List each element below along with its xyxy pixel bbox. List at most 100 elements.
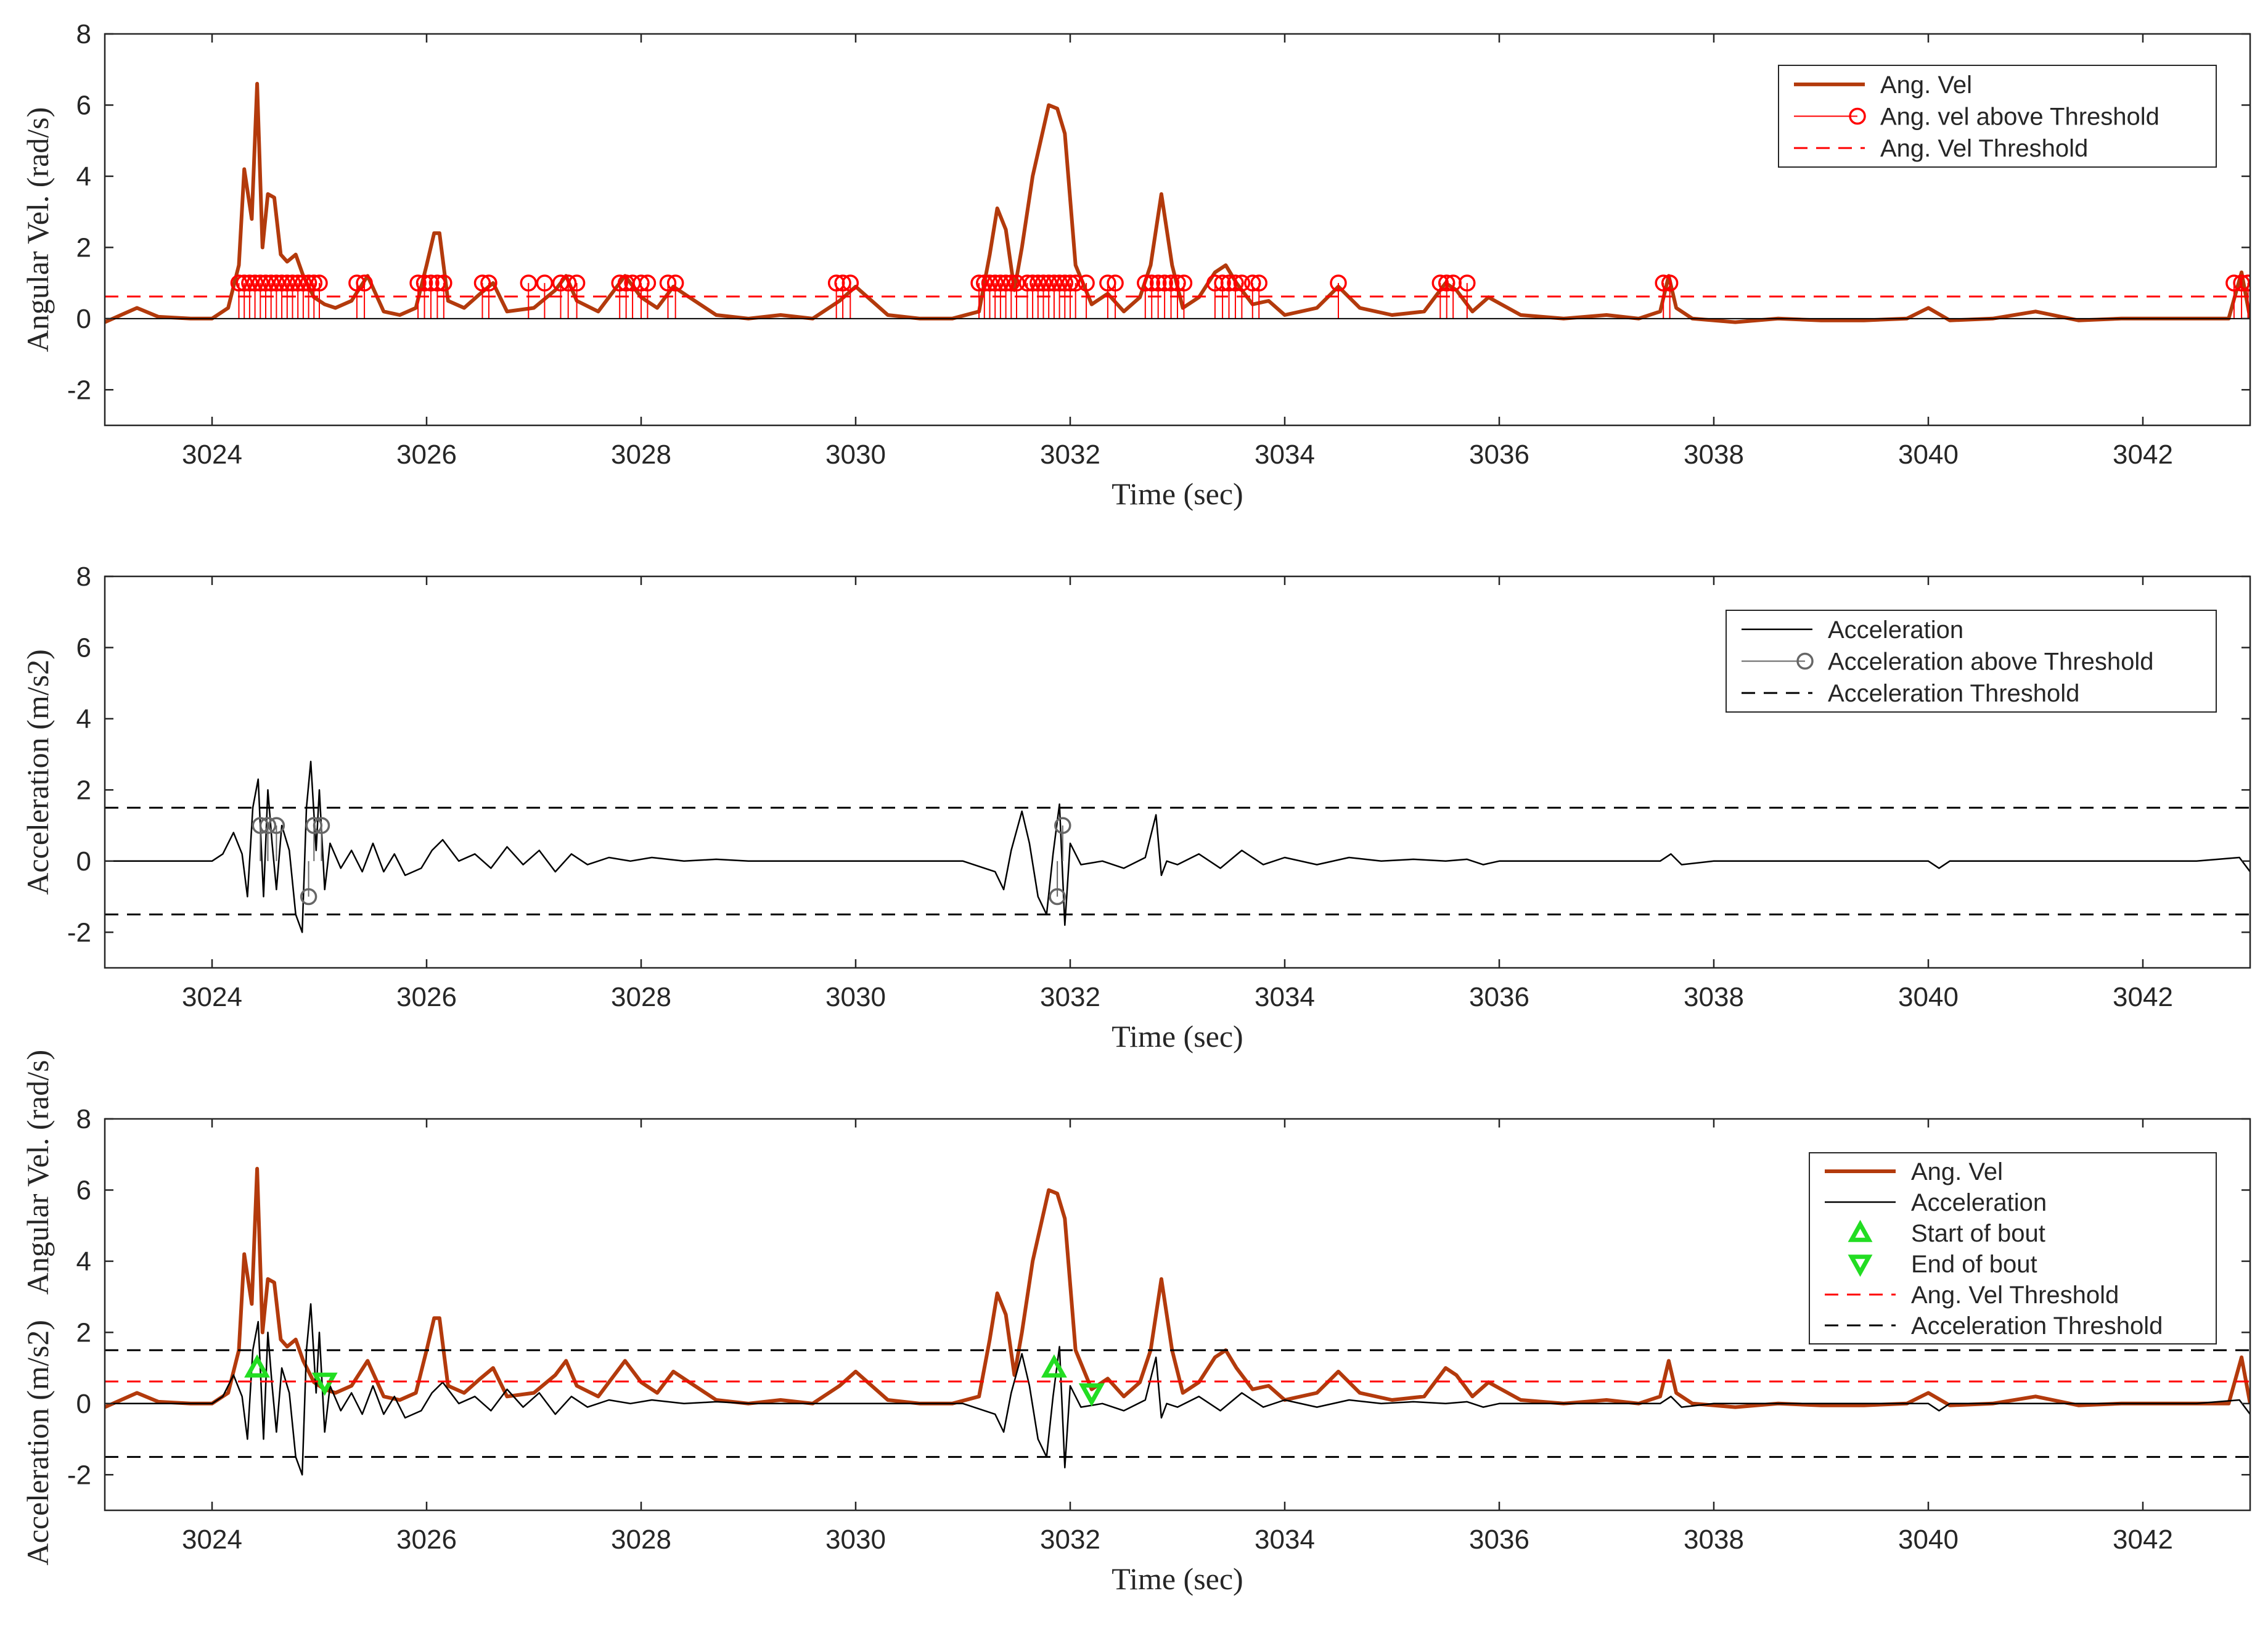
stem-marker: [273, 274, 290, 292]
legend: Ang. Vel Ang. vel above Threshold Ang. Vel…: [1778, 65, 2217, 168]
legend-label: Ang. Vel Threshold: [1911, 1282, 2119, 1309]
stem-marker: [300, 888, 317, 906]
stem-marker: [992, 274, 1009, 292]
y-axis-label: Angular Vel. (rad/s): [20, 107, 55, 353]
y-tick-label: 8: [76, 562, 91, 592]
y-tick-label: 8: [76, 19, 91, 49]
y-tick-label: 6: [76, 1175, 91, 1205]
x-axis-label: Time (sec): [1111, 1019, 1243, 1054]
x-tick-label: 3042: [2113, 1525, 2173, 1555]
end-of-bout-marker: [1078, 1383, 1105, 1407]
stem-marker: [1438, 274, 1455, 292]
stem-marker: [1018, 274, 1036, 292]
y-tick-label: 2: [76, 232, 91, 263]
x-tick-label: 3030: [825, 1525, 886, 1555]
stem-marker: [1078, 274, 1095, 292]
stem-marker: [559, 274, 577, 292]
stem-marker: [1049, 888, 1066, 906]
stem-marker: [246, 274, 264, 292]
x-tick-label: 3026: [396, 440, 457, 470]
stem-marker: [1169, 274, 1186, 292]
stem-marker: [295, 274, 312, 292]
y-axis-label-angular-velocity: Angular Vel. (rad/s): [20, 1050, 55, 1295]
stem-marker: [639, 274, 657, 292]
x-tick-label: 3028: [611, 982, 671, 1012]
x-tick-label: 3032: [1040, 440, 1100, 470]
stem-marker: [257, 274, 274, 292]
x-tick-label: 3040: [1898, 440, 1959, 470]
x-tick-label: 3032: [1040, 982, 1100, 1012]
legend-label: Acceleration: [1828, 616, 1963, 644]
stem-marker: [289, 274, 306, 292]
series-line-ang-vel: [105, 1166, 2250, 1409]
y-tick-label: -2: [67, 1460, 91, 1490]
stem-marker: [520, 274, 538, 292]
x-tick-label: 3036: [1469, 440, 1529, 470]
legend-label: Acceleration above Threshold: [1828, 649, 2153, 676]
x-tick-label: 3038: [1684, 1525, 1744, 1555]
stem-marker: [1175, 274, 1193, 292]
y-tick-label: 0: [76, 846, 91, 877]
legend-label: Start of bout: [1911, 1220, 2045, 1247]
stem-marker: [428, 274, 446, 292]
legend: Acceleration Acceleration above Threshold…: [1726, 610, 2217, 713]
legend-swatch-triangle: [1848, 1254, 1873, 1277]
legend-label: Ang. Vel Threshold: [1880, 135, 2088, 162]
legend-swatch-circle: [1796, 652, 1814, 670]
stem-marker: [1107, 274, 1124, 292]
stem-marker: [279, 274, 296, 292]
stem-marker: [262, 274, 280, 292]
stem-marker: [1066, 274, 1084, 292]
stem-marker: [970, 274, 988, 292]
x-tick-label: 3030: [825, 440, 886, 470]
panel-2: 3024 3026 3028 3030 3032 3034 3036 3038 3040 3042…: [20, 562, 2251, 1054]
y-tick-label: 2: [76, 1317, 91, 1348]
x-tick-label: 3028: [611, 1525, 671, 1555]
legend-swatch-circle: [1849, 107, 1866, 125]
stem-marker: [1459, 274, 1476, 292]
stem-marker: [1227, 274, 1244, 292]
x-tick-label: 3028: [611, 440, 671, 470]
x-tick-label: 3032: [1040, 1525, 1100, 1555]
stem-marker: [1431, 274, 1449, 292]
x-tick-label: 3042: [2113, 982, 2173, 1012]
legend-label: Ang. Vel: [1880, 72, 1972, 99]
x-tick-label: 3040: [1898, 1525, 1959, 1555]
stem-marker: [356, 274, 373, 292]
x-tick-label: 3026: [396, 1525, 457, 1555]
stem-marker: [1655, 274, 1672, 292]
x-tick-label: 3034: [1255, 440, 1315, 470]
stem-marker: [981, 274, 999, 292]
x-tick-label: 3024: [182, 982, 242, 1012]
stem-marker: [480, 274, 497, 292]
y-axis-label-acceleration: Acceleration (m/s2): [20, 1320, 55, 1565]
stem-marker: [1250, 274, 1267, 292]
stem-marker: [986, 274, 1004, 292]
legend-label: Acceleration Threshold: [1828, 680, 2079, 707]
plot-area: [105, 760, 2250, 933]
stem-marker: [536, 274, 554, 292]
x-axis-label: Time (sec): [1111, 1561, 1243, 1596]
x-tick-label: 3024: [182, 440, 242, 470]
stem-marker: [1008, 274, 1025, 292]
x-tick-label: 3026: [396, 982, 457, 1012]
legend: Ang. Vel Acceleration Start of bout End of …: [1809, 1152, 2217, 1344]
axes-frame: [104, 33, 2251, 427]
plot-area: [105, 1166, 2250, 1476]
panel-1: 3024 3026 3028 3030 3032 3034 3036 3038 3040 3042…: [20, 19, 2251, 511]
stem-marker: [268, 274, 285, 292]
stem-marker: [305, 274, 323, 292]
stem-marker: [1149, 274, 1167, 292]
stem-marker: [252, 274, 269, 292]
stem-marker: [1330, 274, 1347, 292]
stem-marker: [268, 817, 285, 834]
start-of-bout-marker: [1041, 1354, 1067, 1378]
y-tick-label: 6: [76, 90, 91, 120]
stem-marker: [1062, 274, 1079, 292]
stem-marker: [666, 274, 684, 292]
stem-marker: [1137, 274, 1154, 292]
end-of-bout-marker: [311, 1372, 338, 1396]
x-tick-label: 3040: [1898, 982, 1959, 1012]
